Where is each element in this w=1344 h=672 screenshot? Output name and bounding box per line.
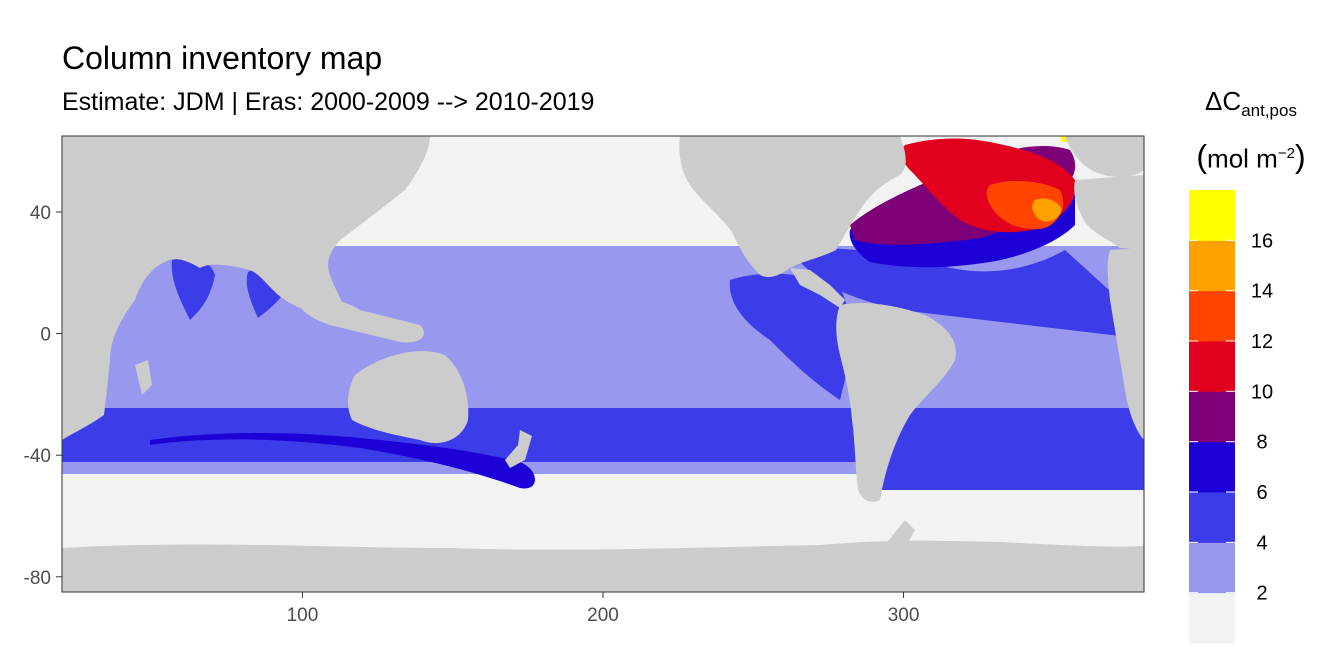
legend-color-step (1189, 542, 1235, 594)
land-madagascar (135, 360, 152, 395)
map-subtitle: Estimate: JDM | Eras: 2000-2009 --> 2010… (62, 88, 595, 116)
y-tick-label: 40 (30, 203, 51, 224)
legend-break-label: 2 (1256, 583, 1267, 605)
legend-color-step (1189, 341, 1235, 392)
legend-unit: (mol m−2) (1196, 138, 1306, 175)
legend-break-label: 12 (1251, 331, 1273, 353)
x-tick-label: 300 (888, 605, 920, 626)
x-tick-label: 100 (287, 605, 319, 626)
legend-break-label: 14 (1251, 281, 1273, 303)
legend-break-label: 16 (1251, 230, 1273, 252)
legend-break-label: 8 (1256, 432, 1267, 454)
legend-color-step (1189, 190, 1235, 241)
ocean-north-atlantic-subtropical (790, 248, 1120, 336)
legend-color-step (1189, 391, 1235, 443)
ocean-tropical-east-pacific (729, 273, 855, 400)
ocean-indian-arabian (171, 257, 215, 320)
legend-title: ΔCant,pos (1205, 86, 1297, 121)
legend-color-step (1189, 592, 1235, 644)
map-plot-area (62, 136, 1144, 592)
ocean-south-atlantic-band (880, 440, 1144, 490)
color-legend: 2 4 6 8 10 12 14 16 (1189, 190, 1273, 644)
land-south-america (836, 303, 956, 502)
legend-break-label: 4 (1256, 532, 1267, 554)
legend-color-step (1189, 290, 1235, 342)
land-africa-europe (62, 136, 430, 440)
land-antarctic-peninsula (885, 520, 915, 548)
land-australia (348, 351, 469, 444)
land-central-america (790, 268, 845, 308)
land-new-zealand (505, 430, 532, 468)
legend-break-label: 10 (1251, 381, 1273, 403)
x-tick-label: 200 (587, 605, 619, 626)
land-europe-northwest (1074, 175, 1144, 250)
y-tick-label: -40 (24, 446, 51, 467)
land-antarctica (62, 540, 1144, 592)
legend-color-step (1189, 492, 1235, 543)
y-tick-label: -80 (24, 568, 51, 589)
legend-break-label: 6 (1256, 482, 1267, 504)
y-tick-label: 0 (40, 325, 51, 346)
north-atlantic-level-14-16 (1032, 198, 1062, 222)
legend-color-step (1189, 441, 1235, 493)
legend-color-step (1189, 240, 1235, 292)
land-indonesia (299, 298, 424, 343)
land-north-america (679, 136, 906, 278)
land-greenland (1065, 136, 1144, 177)
land-africa-east-wrap (1107, 248, 1144, 440)
map-title: Column inventory map (62, 40, 383, 76)
ocean-southern-high-band (150, 433, 535, 489)
